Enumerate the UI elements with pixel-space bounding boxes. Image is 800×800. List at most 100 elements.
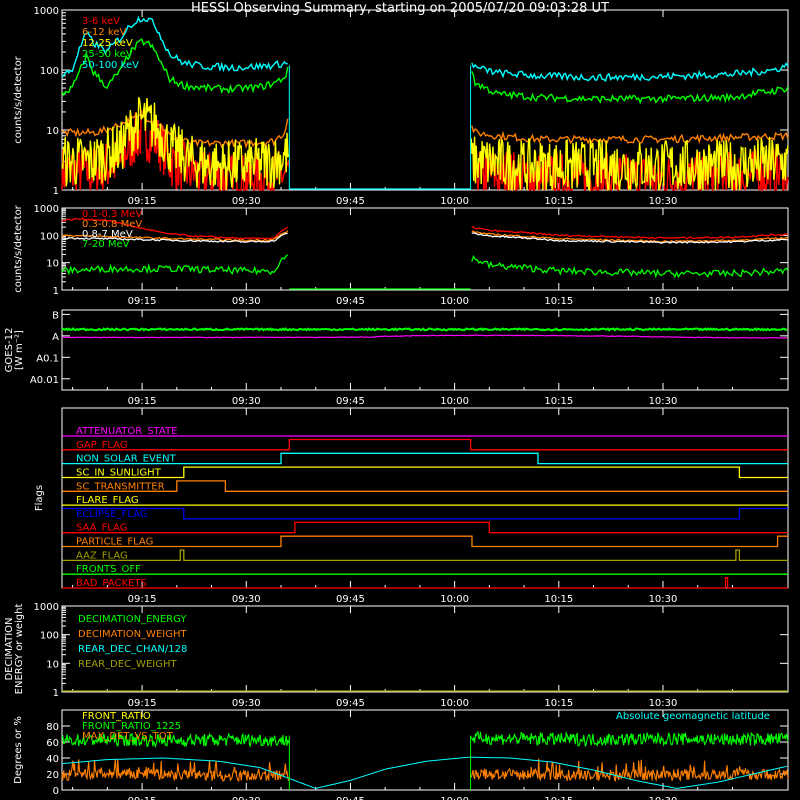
- y-axis-label-gamma: counts/s/detector: [13, 204, 24, 292]
- y-tick-label: 10: [46, 659, 59, 670]
- x-tick-label: 10:15: [544, 296, 573, 307]
- flag-label: FLARE_FLAG: [76, 495, 139, 506]
- flag-label: PARTICLE_FLAG: [76, 537, 153, 548]
- flag-line: [62, 549, 788, 562]
- y-tick-label: B: [52, 310, 59, 321]
- legend-entry-xray: 3-6 keV: [82, 16, 120, 27]
- flag-label: AAZ_FLAG: [76, 550, 128, 561]
- x-tick-label: 10:30: [649, 796, 678, 800]
- goes-long-line: [61, 327, 788, 332]
- x-tick-label: 10:00: [440, 594, 469, 605]
- y-tick-label: 100: [40, 231, 59, 242]
- x-tick-label: 09:15: [128, 396, 157, 407]
- x-tick-label: 10:30: [649, 594, 678, 605]
- x-tick-label: 09:15: [128, 796, 157, 800]
- flag-label: SC_IN_SUNLIGHT: [76, 467, 162, 478]
- x-tick-label: 10:00: [440, 196, 469, 207]
- panel-frame-6: [61, 709, 789, 791]
- flag-line: [62, 438, 788, 451]
- y-tick-label: 100: [40, 66, 59, 77]
- geomag-latitude-line: [61, 756, 788, 789]
- panel-frame-1: [61, 9, 789, 191]
- flag-line: [62, 535, 788, 548]
- legend-entry-xray: 25-50 keV: [82, 49, 133, 60]
- y-axis-label-decimation-2: ENERGY or weight: [14, 604, 25, 695]
- max-det-vs-tot-line: [61, 758, 789, 783]
- panel-frame-2: [61, 207, 789, 291]
- x-tick-label: 10:00: [440, 796, 469, 800]
- y-axis-label-flags: Flags: [34, 485, 45, 511]
- legend-entry-ratio: FRONT_RATIO_1225: [82, 721, 181, 732]
- y-tick-label: 0: [53, 786, 59, 797]
- x-tick-label: 09:15: [128, 594, 157, 605]
- flag-label: SC_TRANSMITTER: [76, 481, 165, 492]
- legend-entry-ratio: MAX_DET_VS_TOT: [82, 731, 174, 742]
- series-line: [61, 97, 789, 192]
- legend-entry-gamma: 7-20 MeV: [82, 239, 130, 250]
- x-tick-label: 09:45: [336, 196, 365, 207]
- series-line: [61, 254, 789, 279]
- legend-entry-gamma: 0.3-0.8 MeV: [82, 219, 142, 230]
- flag-label: GAP_FLAG: [76, 440, 128, 451]
- panel-frame-5: [61, 605, 789, 693]
- x-tick-label: 09:15: [128, 698, 157, 709]
- y-tick-label: 1: [53, 286, 59, 297]
- y-axis-label-decimation: DECIMATION: [4, 617, 15, 680]
- series-line: [61, 217, 789, 241]
- y-tick-label: 10: [46, 259, 59, 270]
- flag-line: [62, 576, 788, 589]
- x-tick-label: 10:00: [440, 396, 469, 407]
- legend-entry-xray: 6-12 keV: [82, 27, 126, 38]
- geomag-annotation: Absolute geomagnetic latitude: [616, 711, 770, 722]
- series-line: [62, 232, 788, 244]
- x-tick-label: 10:15: [544, 594, 573, 605]
- x-tick-label: 09:45: [336, 594, 365, 605]
- legend-entry-decimation: REAR_DEC_WEIGHT: [78, 659, 177, 670]
- x-tick-label: 09:30: [232, 396, 261, 407]
- x-tick-label: 09:45: [336, 698, 365, 709]
- legend-entry-gamma: 0.8-7 MeV: [82, 229, 133, 240]
- x-tick-label: 09:30: [232, 594, 261, 605]
- y-tick-label: 10: [46, 126, 59, 137]
- y-tick-label: 1: [53, 186, 59, 197]
- y-axis-label-goes-units: [W m⁻²]: [14, 330, 25, 370]
- legend-entry-decimation: DECIMATION_WEIGHT: [78, 629, 187, 640]
- x-tick-label: 10:15: [544, 698, 573, 709]
- legend-entry-xray: 12-25 keV: [82, 38, 133, 49]
- legend-entry-decimation: REAR_DEC_CHAN/128: [78, 644, 187, 655]
- flag-line: [62, 521, 788, 534]
- x-tick-label: 10:30: [649, 296, 678, 307]
- y-tick-label: A0.1: [36, 353, 59, 364]
- series-line: [61, 38, 789, 105]
- legend-entry-xray: 50-100 keV: [82, 60, 139, 71]
- page-title: HESSI Observing Summary, starting on 200…: [191, 1, 609, 16]
- x-tick-label: 10:30: [649, 698, 678, 709]
- flag-label: ATTENUATOR_STATE: [76, 426, 177, 437]
- x-tick-label: 10:30: [649, 196, 678, 207]
- front-ratio-1225-line: [61, 730, 789, 749]
- x-tick-label: 09:45: [336, 796, 365, 800]
- flag-label: BAD_PACKETS: [76, 578, 147, 589]
- flag-label: SAA_FLAG: [76, 523, 127, 534]
- legend-entry-gamma: 0.1-0.3 MeV: [82, 209, 142, 220]
- x-tick-label: 09:45: [336, 296, 365, 307]
- series-line: [61, 230, 789, 243]
- x-tick-label: 09:15: [128, 196, 157, 207]
- flag-label: NON_SOLAR_EVENT: [76, 454, 177, 465]
- flag-line: [62, 466, 788, 479]
- legend-entry-decimation: DECIMATION_ENERGY: [78, 614, 187, 625]
- x-tick-label: 10:15: [544, 796, 573, 800]
- x-tick-label: 10:15: [544, 396, 573, 407]
- y-tick-label: 80: [46, 722, 59, 733]
- x-tick-label: 10:00: [440, 296, 469, 307]
- y-tick-label: 100: [40, 631, 59, 642]
- y-tick-label: 60: [46, 738, 59, 749]
- y-tick-label: A: [52, 332, 59, 343]
- x-tick-label: 09:30: [232, 196, 261, 207]
- legend-entry-ratio: FRONT_RATIO: [82, 711, 151, 722]
- x-tick-label: 10:00: [440, 698, 469, 709]
- y-tick-label: 1: [53, 688, 59, 699]
- x-tick-label: 09:30: [232, 796, 261, 800]
- y-tick-label: 1000: [34, 602, 59, 613]
- y-axis-label-ratios: Degrees or %: [13, 716, 24, 784]
